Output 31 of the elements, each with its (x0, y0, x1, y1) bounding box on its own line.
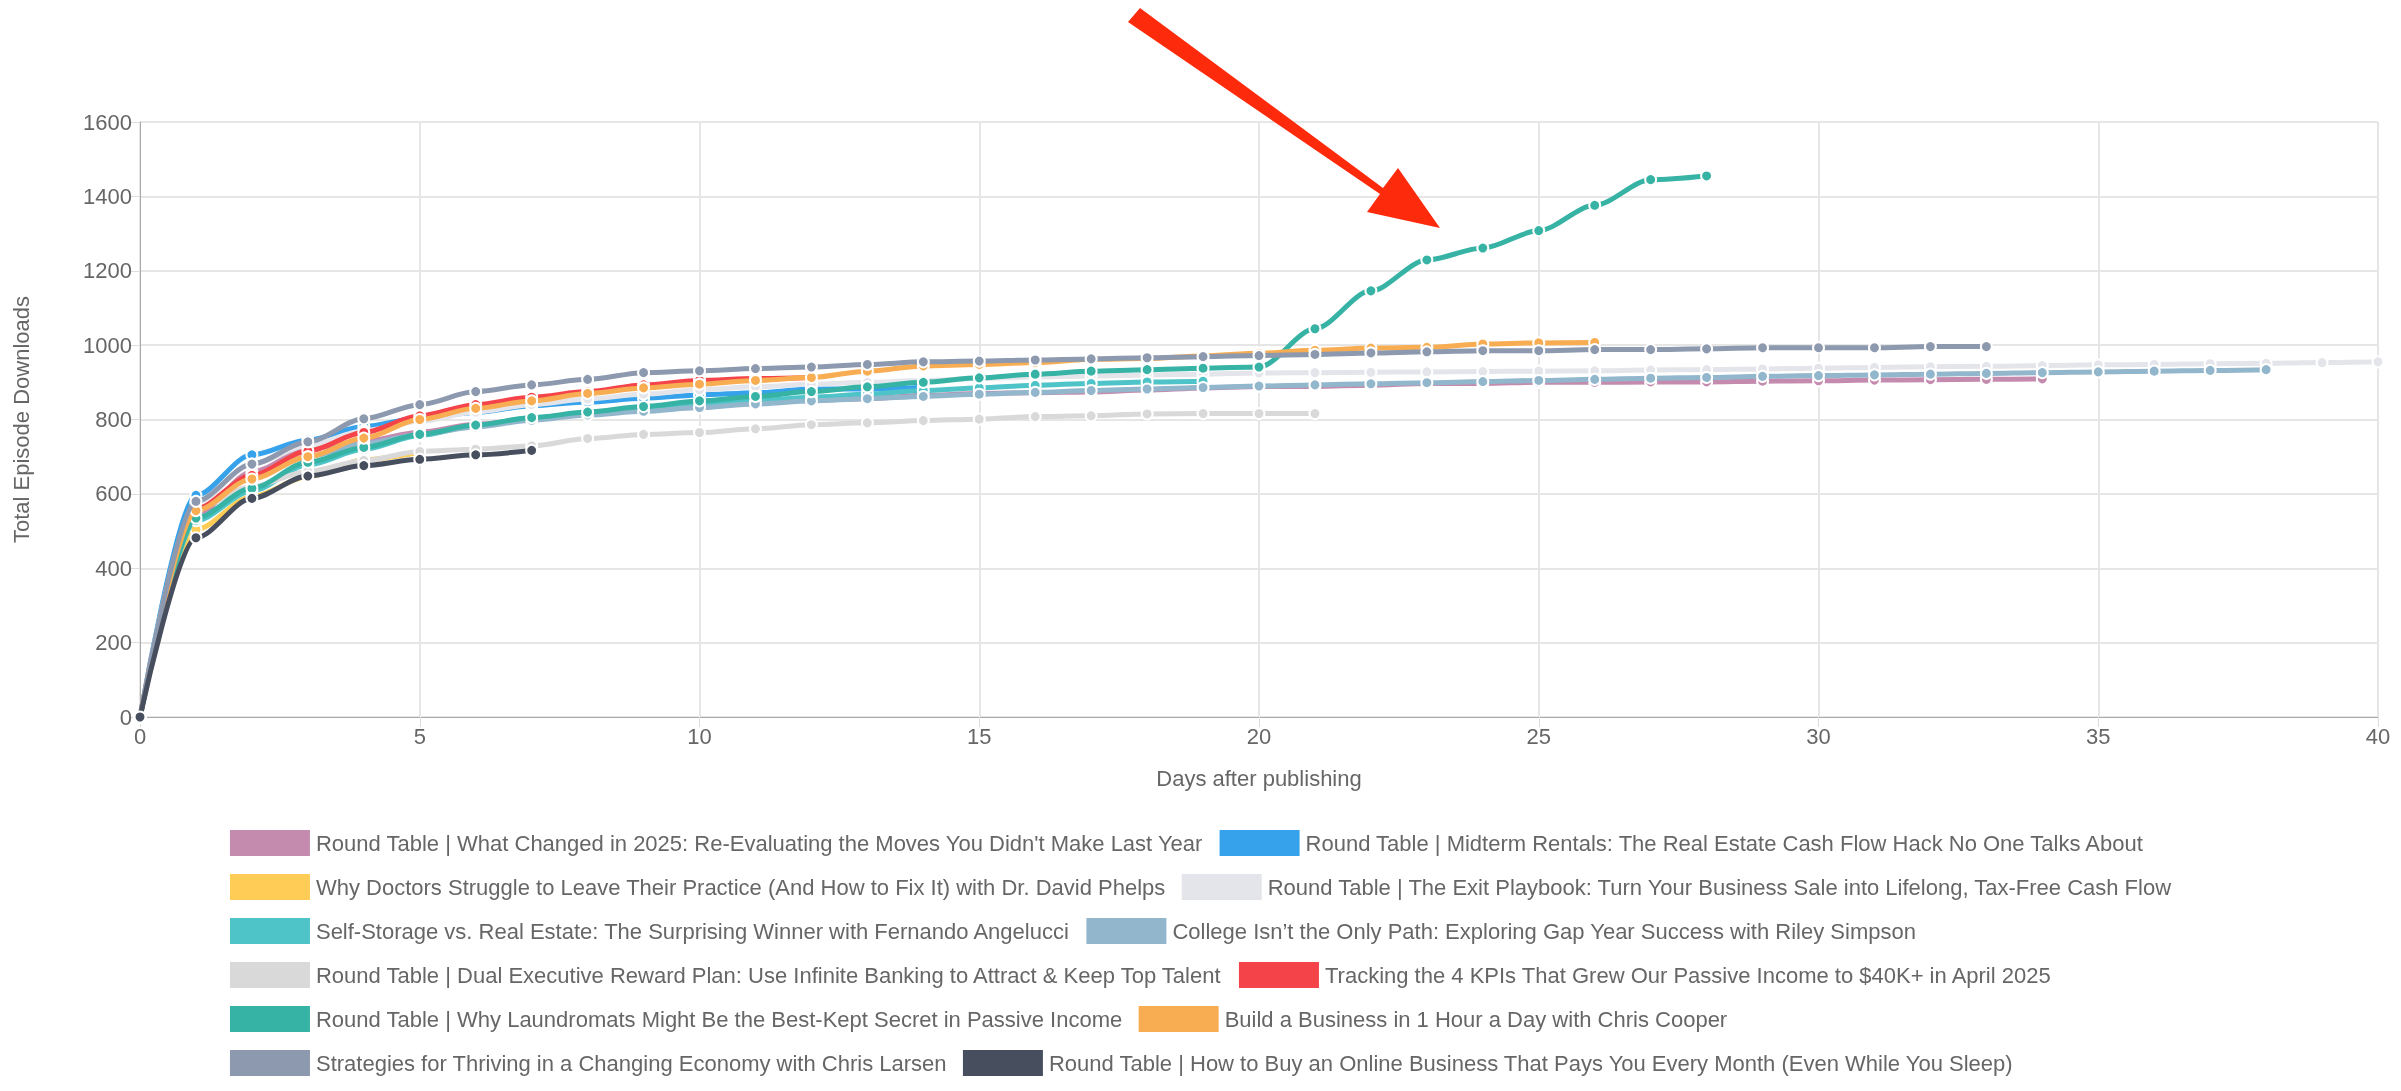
x-tick-label: 40 (2365, 723, 2391, 749)
legend-label: Round Table | Why Laundromats Might Be the Best-Kept Secret in Passive Income (315, 1006, 1123, 1032)
x-tick-label: 25 (1526, 723, 1551, 749)
y-axis-title: Total Episode Downloads (8, 295, 34, 544)
y-tick-label: 600 (95, 481, 132, 507)
y-tick-label: 1600 (83, 109, 132, 135)
legend-label: Build a Business in 1 Hour a Day with Chris Cooper (1224, 1006, 1728, 1032)
legend-label: Round Table | How to Buy an Online Business That Pays You Every Month (Even While You Sleep) (1048, 1050, 2013, 1076)
x-tick-label: 20 (1246, 723, 1272, 749)
x-axis-title: Days after publishing (1156, 765, 1362, 791)
legend-label: College Isn’t the Only Path: Exploring Gap Year Success with Riley Simpson (1172, 918, 1916, 944)
x-tick-label: 15 (967, 723, 992, 749)
legend-label: Round Table | Dual Executive Reward Plan: Use Infinite Banking to Attract & Keep Top Talent (315, 962, 1221, 988)
y-tick-label: 200 (95, 630, 132, 656)
legend-label: Round Table | What Changed in 2025: Re-Evaluating the Moves You Didn't Make Last Year (315, 830, 1203, 856)
legend-label: Self-Storage vs. Real Estate: The Surprising Winner with Fernando Angelucci (315, 918, 1069, 944)
x-tick-label: 5 (413, 723, 426, 749)
x-tick-label: 30 (1806, 723, 1831, 749)
legend-label: Round Table | The Exit Playbook: Turn Your Business Sale into Lifelong, Tax-Free Cash Flow (1267, 874, 2172, 900)
y-tick-label: 1000 (83, 332, 132, 358)
legend-label: Strategies for Thriving in a Changing Economy with Chris Larsen (315, 1050, 947, 1076)
y-tick-label: 0 (119, 704, 132, 730)
legend-label: Round Table | Midterm Rentals: The Real Estate Cash Flow Hack No One Talks About (1305, 830, 2143, 856)
legend-label: Why Doctors Struggle to Leave Their Practice (And How to Fix It) with Dr. David Phelps (315, 874, 1166, 900)
y-tick-label: 800 (95, 407, 132, 432)
x-tick-label: 10 (687, 723, 712, 749)
y-tick-label: 1400 (83, 183, 132, 209)
y-tick-label: 400 (95, 555, 132, 581)
y-tick-label: 1200 (83, 258, 132, 284)
legend-label: Tracking the 4 KPIs That Grew Our Passive Income to $40K+ in April 2025 (1324, 962, 2051, 988)
x-tick-label: 35 (2086, 723, 2111, 749)
